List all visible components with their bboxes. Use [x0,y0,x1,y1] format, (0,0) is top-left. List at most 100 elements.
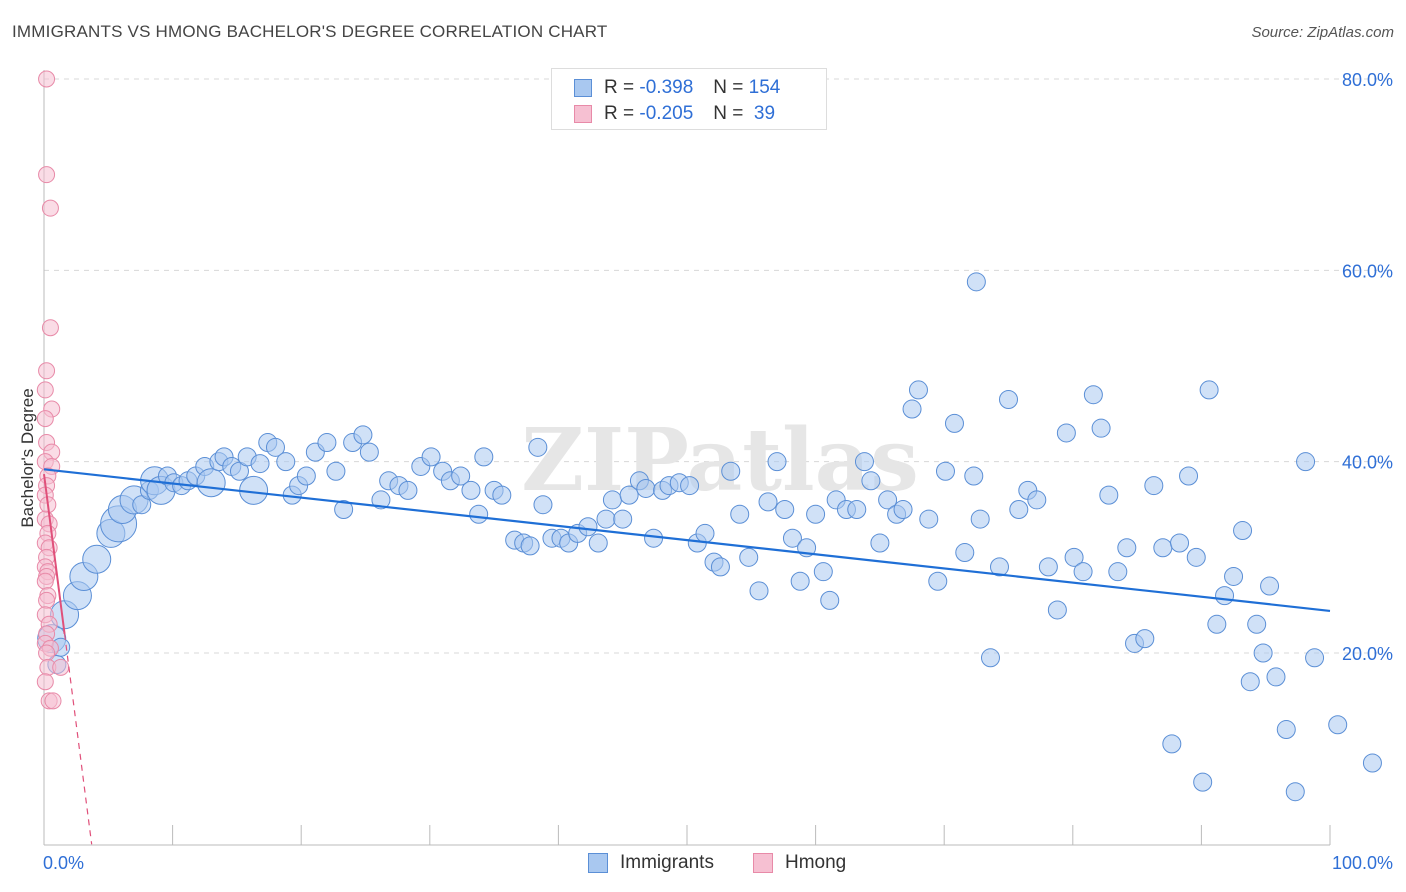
hmong-point [36,572,54,590]
immigrants-point [1296,452,1316,472]
watermark: ZIPatlas [521,410,919,511]
immigrants-point [893,500,913,519]
immigrants-point [1253,643,1273,663]
immigrants-point [1285,782,1305,802]
legend-r-label: R = [604,103,635,124]
immigrants-point [1193,772,1213,792]
immigrants-point [1108,562,1128,582]
immigrants-point [492,485,512,505]
hmong-point [38,70,56,88]
immigrants-point [749,581,769,601]
legend-n-value: 154 [748,77,781,98]
immigrants-point [1260,576,1280,596]
immigrants-point [739,547,759,567]
immigrants-point [602,490,622,510]
series-label-hmong: Hmong [785,852,847,873]
y-tick-label: 40.0% [1342,453,1393,473]
immigrants-point [1362,753,1382,773]
chart-title: IMMIGRANTS VS HMONG BACHELOR'S DEGREE CO… [12,22,608,41]
immigrants-point [1247,614,1267,634]
series-legend: Immigrants Hmong [0,852,1406,876]
immigrants-point [1170,533,1190,553]
series-label-immigrants: Immigrants [620,852,714,873]
immigrants-point [1207,614,1227,634]
immigrants-point [1305,648,1325,668]
x-tick-label: 100.0% [1332,853,1393,873]
immigrants-point [265,437,285,457]
legend-n-label: N = [713,103,744,124]
legend-swatch-immigrants [574,79,592,97]
immigrants-point [782,528,802,548]
series-swatch-hmong [753,853,773,873]
immigrants-point [710,557,730,577]
immigrants-point [919,509,939,529]
hmong-point [38,166,56,184]
immigrants-point [1266,667,1286,687]
hmong-point [38,362,56,380]
legend-swatch-hmong [574,105,592,123]
immigrants-point [326,461,346,481]
legend-r-value: -0.205 [639,103,694,124]
immigrants-point [1186,547,1206,567]
immigrants-point [820,590,840,610]
immigrants-point [1064,547,1084,567]
immigrants-point [533,495,553,515]
immigrants-point [1144,476,1164,496]
correlation-legend: R = -0.398 N = 154 R = -0.205 N = 39 [551,68,827,130]
immigrants-point [250,454,270,474]
immigrants-point [1162,734,1182,754]
x-tick-label: 0.0% [43,853,84,873]
legend-r-value: -0.398 [639,77,694,98]
series-legend-hmong[interactable]: Hmong [753,852,846,874]
immigrants-point [695,523,715,543]
legend-row-immigrants: R = -0.398 N = 154 [574,77,780,99]
immigrants-point [790,571,810,591]
y-tick-label: 60.0% [1342,261,1393,281]
y-tick-label: 20.0% [1342,644,1393,664]
source-label: Source: ZipAtlas.com [1251,24,1394,41]
hmong-point [36,381,54,399]
hmong-point [36,410,54,428]
immigrants-point [371,490,391,510]
immigrants-point [82,544,112,574]
immigrants-point [944,413,964,433]
immigrants-point [359,442,379,462]
immigrants-point [469,504,489,524]
hmong-trend-extension [63,633,93,845]
immigrants-point [578,517,598,537]
immigrants-point [935,461,955,481]
immigrants-point [613,509,633,529]
hmong-trend-line [43,473,66,634]
immigrants-point [1073,562,1093,582]
immigrants-point [1276,720,1296,740]
immigrants-point [1038,557,1058,577]
immigrants-point [353,425,373,445]
series-legend-immigrants[interactable]: Immigrants [588,852,714,874]
immigrants-point [317,433,337,453]
immigrants-point [1153,538,1173,558]
hmong-point [52,658,70,676]
immigrants-point [999,389,1018,409]
immigrants-points [37,272,1382,802]
immigrants-point [1056,423,1076,443]
immigrants-point [1135,629,1155,649]
immigrants-point [878,490,898,510]
immigrants-point [1009,500,1029,519]
immigrants-trend-line [43,468,1331,613]
legend-r-label: R = [604,77,635,98]
immigrants-point [970,509,990,529]
immigrants-point [1199,380,1219,400]
immigrants-point [730,504,750,524]
immigrants-point [1117,538,1137,558]
immigrants-point [596,509,616,529]
legend-n-value: 39 [748,103,776,124]
immigrants-point [636,478,656,498]
immigrants-point [1179,466,1199,486]
hmong-point [41,319,59,337]
immigrants-point [276,452,296,472]
immigrants-point [461,480,481,500]
immigrants-point [1099,485,1119,505]
hmong-point [41,199,59,217]
y-axis-label: Bachelor's Degree [18,388,37,527]
